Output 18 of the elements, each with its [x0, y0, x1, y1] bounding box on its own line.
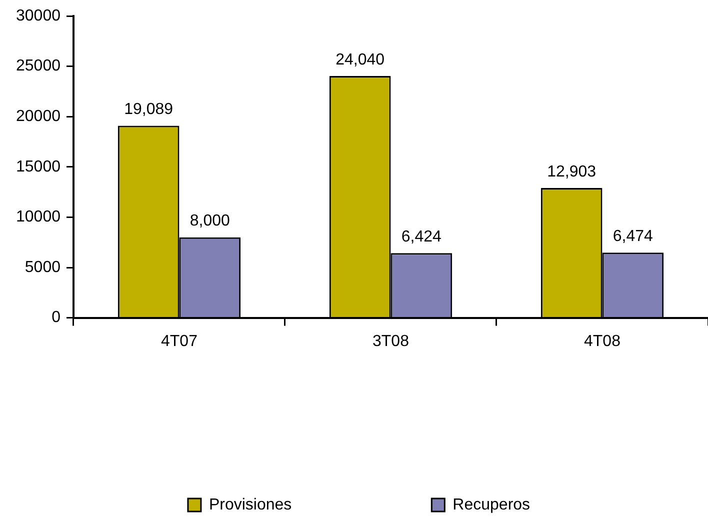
- y-tick-label: 10000: [16, 208, 61, 226]
- data-label: 19,089: [124, 101, 174, 118]
- data-label: 6,424: [401, 228, 442, 246]
- data-label: 8,000: [190, 212, 230, 230]
- data-label: 24,040: [336, 51, 385, 68]
- y-tick-label: 20000: [16, 108, 61, 126]
- y-tick-label: 5000: [24, 258, 61, 276]
- x-tick-label: 4T08: [584, 332, 621, 350]
- y-tick-label: 25000: [16, 58, 61, 75]
- data-label: 12,903: [547, 163, 596, 180]
- legend-label: Provisiones: [208, 496, 292, 514]
- x-tick-label: 3T08: [372, 332, 410, 350]
- y-tick-label: 0: [52, 309, 61, 326]
- x-tick-label: 4T07: [161, 332, 198, 350]
- y-tick-label: 30000: [16, 7, 61, 24]
- data-label: 6,474: [612, 228, 654, 246]
- y-tick-label: 15000: [16, 158, 61, 176]
- legend-label: Recuperos: [452, 496, 530, 514]
